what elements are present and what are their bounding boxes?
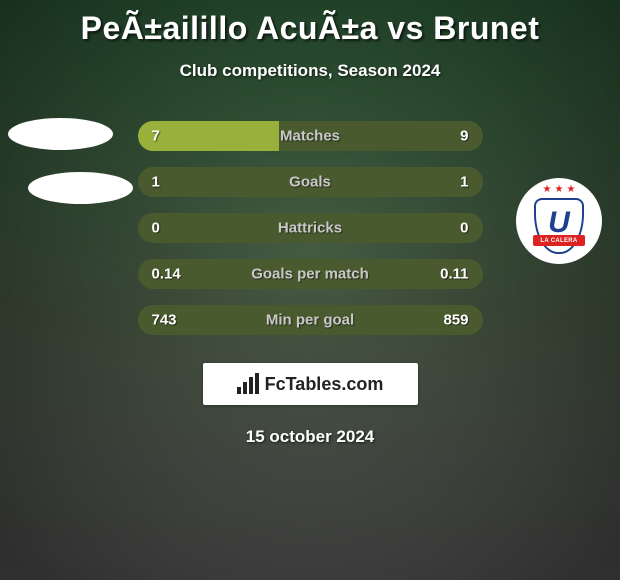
team-right-badge: ★ ★ ★ U LA CALERA [516, 178, 602, 264]
star-icon: ★ [555, 184, 564, 195]
bar-chart-icon [237, 374, 259, 394]
fctables-badge: FcTables.com [203, 363, 418, 405]
stat-value-left: 7 [152, 128, 160, 145]
fctables-label: FcTables.com [265, 374, 384, 395]
stat-value-left: 743 [152, 312, 177, 329]
page-title: PeÃ±ailillo AcuÃ±a vs Brunet [0, 0, 620, 47]
subtitle: Club competitions, Season 2024 [0, 61, 620, 81]
stat-value-left: 0.14 [152, 266, 181, 283]
date-label: 15 october 2024 [0, 427, 620, 447]
stat-row: 7 Matches 9 [138, 121, 483, 151]
stat-label: Min per goal [266, 312, 354, 329]
stat-row: 0 Hattricks 0 [138, 213, 483, 243]
stat-label: Goals per match [251, 266, 369, 283]
stat-value-right: 0.11 [440, 266, 468, 283]
club-shield-letter: U [548, 208, 570, 238]
club-stars: ★ ★ ★ [543, 184, 576, 195]
stat-value-right: 0 [460, 220, 468, 237]
team-left-badge-1 [8, 118, 113, 150]
stat-row: 1 Goals 1 [138, 167, 483, 197]
stat-row: 0.14 Goals per match 0.11 [138, 259, 483, 289]
club-shield-banner: LA CALERA [533, 235, 585, 246]
stat-value-left: 1 [152, 174, 160, 191]
team-left-badges [8, 118, 133, 226]
stat-label: Goals [289, 174, 331, 191]
stat-value-right: 859 [443, 312, 468, 329]
stat-row: 743 Min per goal 859 [138, 305, 483, 335]
star-icon: ★ [543, 184, 552, 195]
club-logo-circle: ★ ★ ★ U LA CALERA [516, 178, 602, 264]
club-shield: U LA CALERA [534, 198, 584, 254]
stat-value-right: 1 [460, 174, 468, 191]
stat-label: Matches [280, 128, 340, 145]
star-icon: ★ [566, 184, 575, 195]
stat-label: Hattricks [278, 220, 342, 237]
stat-value-left: 0 [152, 220, 160, 237]
stat-value-right: 9 [460, 128, 468, 145]
team-left-badge-2 [28, 172, 133, 204]
